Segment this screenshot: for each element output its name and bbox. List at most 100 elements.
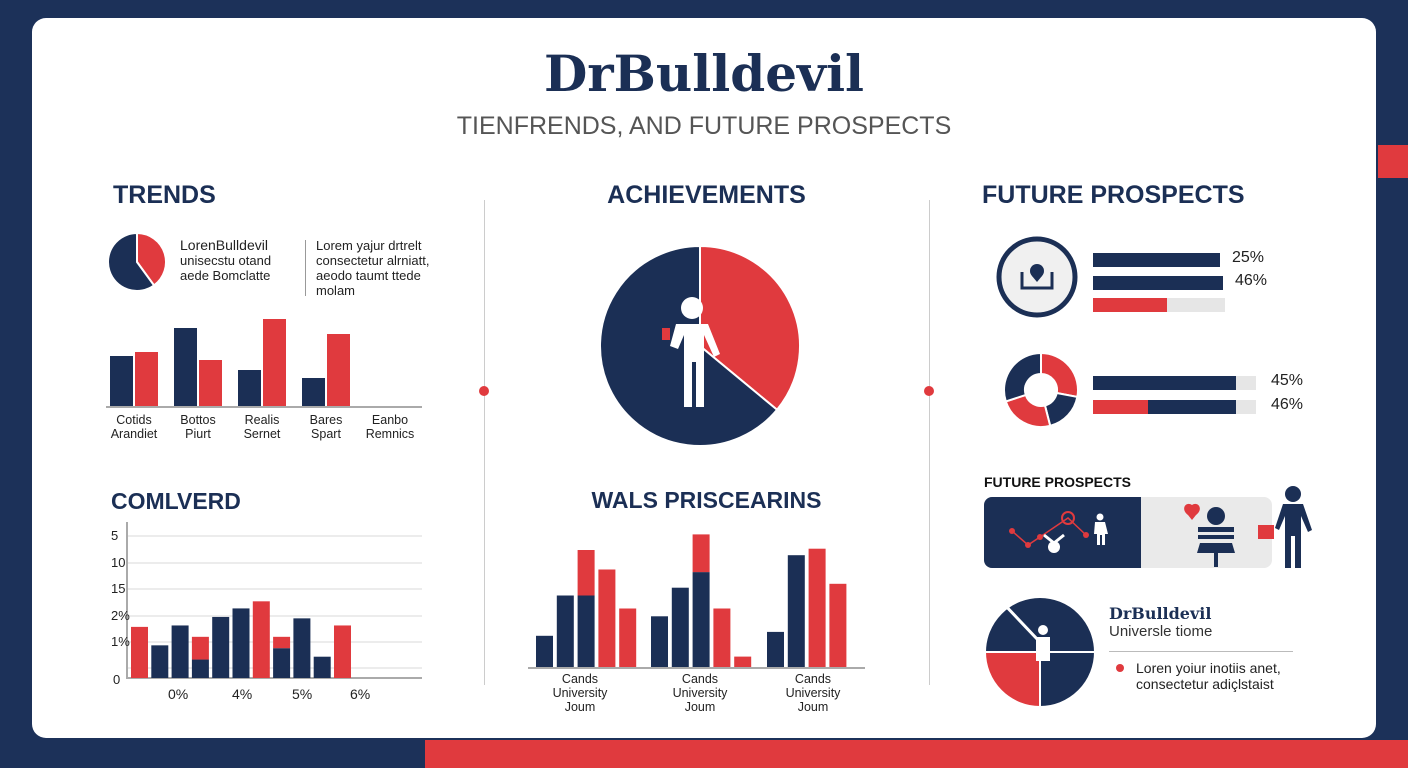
label-line: Joum [684, 700, 716, 714]
banner-title: FUTURE PROSPECTS [984, 474, 1132, 490]
category-label: Bares Spart [291, 413, 361, 441]
bar-navy [692, 572, 710, 667]
category-label: Cotids Arandiet [99, 413, 169, 441]
bar [135, 352, 158, 407]
bar-navy [313, 656, 331, 678]
category-label: Cands University Joum [664, 672, 736, 714]
bullet-line: consectetur adiçlstaist [1136, 676, 1274, 692]
bar [263, 319, 286, 407]
bullet-icon [1116, 664, 1124, 672]
category-label: Cands University Joum [544, 672, 616, 714]
progress-label: 46% [1271, 396, 1304, 413]
bar-red [808, 548, 826, 667]
label-line: Spart [311, 427, 341, 441]
progress-fill [1093, 376, 1237, 390]
category-label: Cands University Joum [777, 672, 849, 714]
profile-divider [1109, 651, 1293, 652]
achievements-heading: ACHIEVEMENTS [607, 181, 806, 209]
divider-dot [479, 386, 489, 396]
bar-navy [212, 616, 230, 678]
side-line: molam [316, 283, 356, 298]
bar [327, 334, 350, 407]
bullet-text: Loren yoiur inotiis anet, consectetur ad… [1136, 660, 1281, 692]
category-label: Realis Sernet [227, 413, 297, 441]
bar [174, 328, 197, 407]
page-subtitle: TIENFRENDS, AND FUTURE PROSPECTS [456, 112, 952, 140]
y-tick-label: 1% [111, 634, 130, 649]
bar-red [692, 534, 710, 573]
bar [199, 360, 222, 407]
x-tick-label: 5% [292, 686, 313, 702]
heart-icon [1184, 503, 1200, 520]
person-icon [662, 297, 720, 407]
bar-navy [293, 618, 311, 678]
label-line: Cands [681, 672, 719, 686]
category-label: Eanbo Remnics [355, 413, 425, 441]
divider [484, 200, 485, 685]
progress-track [1093, 253, 1220, 267]
label-line: Cands [561, 672, 599, 686]
trends-intro: LorenBulldevil unisecstu otand aede Bomc… [180, 237, 272, 284]
pie-slice [1039, 651, 1097, 709]
intro-line: aede Bomclatte [180, 268, 271, 283]
bar-red [619, 608, 637, 667]
bar-red [334, 625, 351, 678]
y-tick-label: 15 [111, 581, 126, 596]
divider-dot [924, 386, 934, 396]
bar-navy [273, 648, 291, 678]
y-tick-label: 10 [111, 555, 126, 570]
bar-navy [651, 616, 668, 667]
side-accent-tab [1378, 145, 1408, 178]
intro-title: LorenBulldevil [180, 237, 268, 253]
trends-heading: TRENDS [113, 181, 216, 209]
category-label: Bottos Piurt [163, 413, 233, 441]
podium-person-icon [1184, 486, 1312, 568]
x-tick-label: 0% [168, 686, 189, 702]
y-tick-label: 0 [113, 672, 121, 687]
bar-red [252, 601, 270, 678]
pie-slice [983, 651, 1041, 709]
certificate-icon [996, 236, 1078, 318]
bar [110, 356, 133, 407]
pie-slice [136, 231, 167, 287]
bar-navy [191, 659, 209, 678]
label-line: Piurt [185, 427, 211, 441]
x-tick-label: 6% [350, 686, 371, 702]
bar [238, 370, 261, 407]
progress-track [1093, 400, 1256, 414]
bag-icon [1258, 525, 1274, 539]
pie-slice [107, 231, 156, 292]
x-tick-label: 4% [232, 686, 253, 702]
bar-red [577, 550, 595, 596]
pie-slice [983, 596, 1097, 653]
label-line: Bares [309, 413, 343, 427]
progress-label: 45% [1271, 372, 1304, 389]
bar-navy [151, 645, 169, 678]
trends-side-text: Lorem yajur drtrelt consectetur alrniatt… [316, 238, 429, 298]
wals-heading: WALS PRISCEARINS [591, 487, 822, 513]
pie-slice [1003, 351, 1042, 403]
pie-slice [699, 244, 801, 412]
side-line: aeodo taumt ttede [316, 268, 421, 283]
intro-line: unisecstu otand [180, 253, 272, 268]
profile-pie-chart [983, 596, 1097, 709]
label-line: Remnics [365, 427, 415, 441]
bar-red [713, 608, 731, 667]
bullet-line: Loren yoiur inotiis anet, [1136, 660, 1281, 676]
bar-navy [671, 587, 689, 667]
label-line: University [785, 686, 841, 700]
bar-red [273, 636, 291, 649]
label-line: Joum [564, 700, 596, 714]
side-line: Lorem yajur drtrelt [316, 238, 422, 253]
progress-track [1093, 376, 1256, 390]
label-line: Arandiet [110, 427, 158, 441]
progress-track [1093, 298, 1225, 312]
bar-navy [556, 595, 574, 667]
text-divider [305, 240, 306, 296]
bar-red [734, 656, 752, 667]
future-heading: FUTURE PROSPECTS [982, 181, 1245, 209]
comlverd-bar-chart [126, 522, 422, 679]
bar-red [191, 636, 209, 660]
progress-label: 25% [1232, 249, 1265, 266]
future-donut-chart [1003, 351, 1079, 428]
